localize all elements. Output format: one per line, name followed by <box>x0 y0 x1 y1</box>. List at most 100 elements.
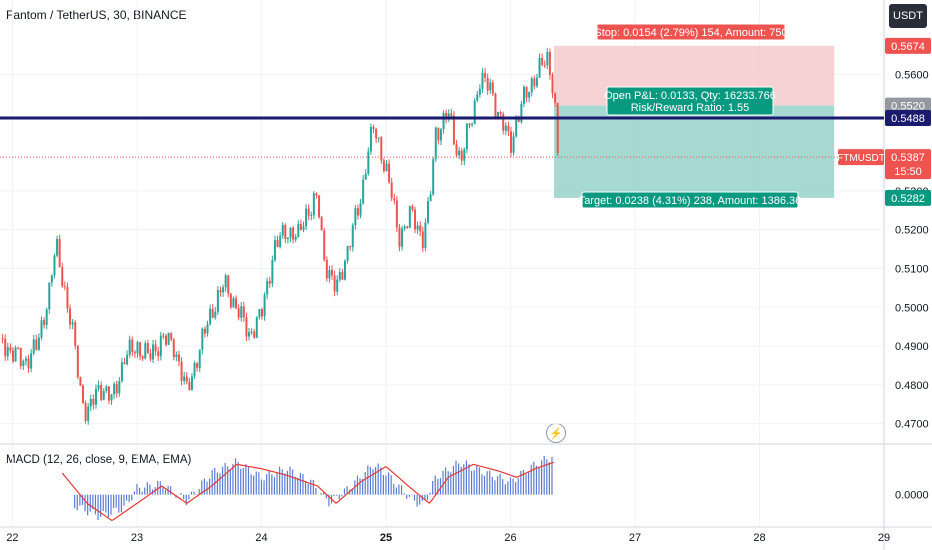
candle-body <box>279 235 282 248</box>
candle-body <box>338 272 341 280</box>
time-tick-label: 27 <box>629 532 641 544</box>
candle-body <box>30 353 33 369</box>
candle-body <box>123 362 126 365</box>
candle-body <box>502 114 505 131</box>
candle-body <box>120 362 123 382</box>
candle-body <box>180 361 183 381</box>
candle-body <box>333 275 336 292</box>
candle-body <box>22 360 25 366</box>
candle-body <box>118 381 121 394</box>
candle-body <box>219 290 222 293</box>
candle-body <box>273 240 276 261</box>
candle-body <box>105 386 108 391</box>
candle-body <box>94 388 97 405</box>
candle-body <box>406 226 409 228</box>
candle-body <box>263 294 266 317</box>
time-tick-label: 22 <box>6 532 18 544</box>
candle-body <box>100 385 103 400</box>
candle-body <box>185 376 188 382</box>
candle-body <box>393 198 396 201</box>
candle-body <box>468 123 471 126</box>
candle-body <box>48 282 51 310</box>
candle-body <box>37 337 40 350</box>
candle-body <box>380 137 383 161</box>
candle-body <box>4 338 7 357</box>
candle-body <box>126 354 129 365</box>
candle-body <box>528 92 531 98</box>
candle-body <box>478 88 481 95</box>
candle-body <box>162 335 165 337</box>
candle-body <box>276 240 279 248</box>
candle-body <box>372 126 375 130</box>
candle-body <box>253 331 256 338</box>
currency-button[interactable]: USDT <box>889 4 927 28</box>
candle-body <box>190 376 193 390</box>
candle-body <box>533 78 536 86</box>
candle-body <box>305 208 308 227</box>
candle-body <box>455 144 458 156</box>
candle-body <box>76 345 79 377</box>
time-tick-label: 26 <box>504 532 516 544</box>
candle-body <box>450 113 453 116</box>
candle-body <box>535 77 538 86</box>
candle-body <box>421 231 424 249</box>
candle-body <box>556 102 559 154</box>
candle-body <box>56 238 59 256</box>
candle-body <box>222 287 225 293</box>
candle-body <box>541 58 544 65</box>
candle-body <box>328 269 331 279</box>
candle-body <box>331 269 334 276</box>
candle-body <box>546 51 549 66</box>
candle-body <box>146 343 149 354</box>
position-labels: Stop: 0.0154 (2.79%) 154, Amount: 750 Ope… <box>579 23 802 209</box>
candle-body <box>388 163 391 183</box>
entry-price-tag: 0.5520 <box>891 101 925 113</box>
candle-body <box>1 338 4 340</box>
candle-body <box>14 347 17 362</box>
candle-body <box>87 406 90 421</box>
candle-body <box>310 215 313 217</box>
candle-body <box>411 206 414 210</box>
candle-body <box>258 309 261 318</box>
candle-body <box>429 194 432 202</box>
candle-body <box>390 182 393 199</box>
candle-body <box>336 279 339 292</box>
candle-body <box>458 150 461 156</box>
candle-body <box>367 151 370 174</box>
time-axis: 22 23 24 25 26 27 28 29 <box>6 532 890 544</box>
time-tick-label: 25 <box>380 532 392 544</box>
candle-body <box>227 275 230 294</box>
candle-body <box>530 78 533 93</box>
candle-body <box>463 149 466 161</box>
candle-body <box>452 115 455 145</box>
candle-body <box>128 339 131 355</box>
candle-body <box>97 385 100 389</box>
candle-body <box>224 275 227 288</box>
candles <box>1 47 559 425</box>
candle-body <box>82 385 85 403</box>
target-label-text: Target: 0.0238 (4.31%) 238, Amount: 1386… <box>579 195 802 207</box>
candle-body <box>250 331 253 333</box>
candle-body <box>177 354 180 362</box>
candle-body <box>255 317 258 338</box>
candle-body <box>538 58 541 78</box>
hline-price-tag: 0.5488 <box>891 113 925 125</box>
candle-body <box>504 125 507 131</box>
stop-label-text: Stop: 0.0154 (2.79%) 154, Amount: 750 <box>594 27 787 39</box>
candle-body <box>167 333 170 345</box>
last-price-tag: 0.5387 <box>891 152 925 164</box>
candle-body <box>209 308 212 325</box>
candle-body <box>281 224 284 236</box>
candle-body <box>115 383 118 394</box>
candle-body <box>242 306 245 318</box>
target-price-tag-bg <box>885 189 931 206</box>
chart-title: Fantom / TetherUS, 30, BINANCE <box>6 8 187 22</box>
candle-body <box>315 193 318 196</box>
candle-body <box>481 72 484 89</box>
candle-body <box>32 339 35 354</box>
target-price-tag: 0.5282 <box>891 193 925 205</box>
candle-body <box>499 112 502 115</box>
candle-body <box>543 64 546 66</box>
candle-body <box>92 398 95 405</box>
